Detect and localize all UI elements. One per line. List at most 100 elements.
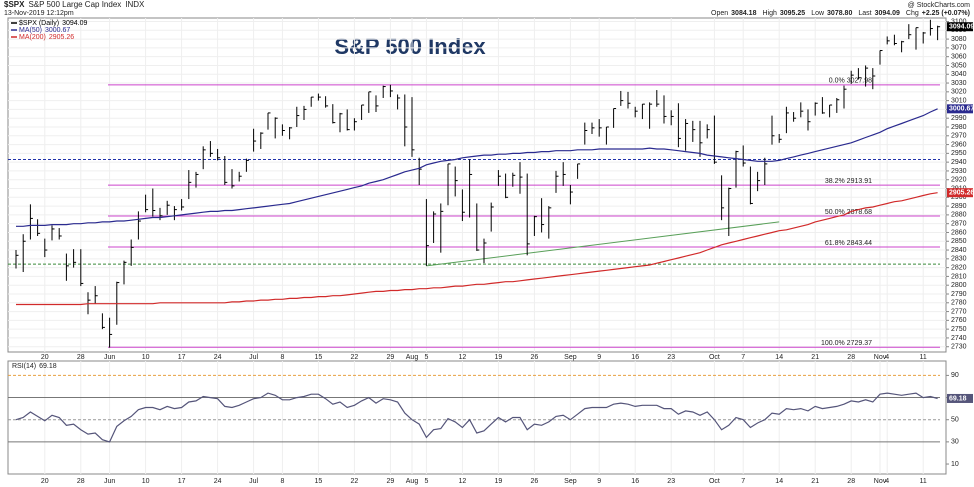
legend-name: MA(200) bbox=[19, 34, 46, 41]
x-tick-label: Sep bbox=[564, 478, 577, 485]
y-tick-label: 2870 bbox=[951, 221, 967, 228]
x-tick-label: 24 bbox=[214, 478, 222, 485]
line-series bbox=[16, 108, 938, 227]
rsi-panel bbox=[7, 360, 947, 475]
x-tick-label: 26 bbox=[531, 478, 539, 485]
x-tick-label: 12 bbox=[459, 478, 467, 485]
legend-name: MA(50) bbox=[19, 27, 42, 34]
y-tick-label: 3020 bbox=[951, 89, 967, 96]
last-value: 69.18 bbox=[949, 395, 967, 402]
line-series bbox=[15, 392, 938, 443]
legend-value: 3000.67 bbox=[45, 27, 70, 34]
legend-entry: MA(50) 3000.67 bbox=[19, 27, 70, 34]
x-tick-label: Oct bbox=[709, 354, 720, 361]
x-tick-label: 10 bbox=[142, 478, 150, 485]
y-tick-label: 2880 bbox=[951, 212, 967, 219]
x-tick-label: 17 bbox=[178, 354, 186, 361]
x-tick-label: 28 bbox=[77, 354, 85, 361]
y-tick-label: 2940 bbox=[951, 159, 967, 166]
last-value: 3000.67 bbox=[949, 106, 974, 113]
x-tick-label: 28 bbox=[847, 354, 855, 361]
y-tick-label: 30 bbox=[951, 439, 959, 446]
y-tick-label: 3100 bbox=[951, 18, 967, 25]
source: @ StockCharts.com bbox=[908, 2, 971, 9]
y-tick-label: 2990 bbox=[951, 115, 967, 122]
x-tick-label: Sep bbox=[564, 354, 577, 361]
y-tick-label: 2740 bbox=[951, 335, 967, 342]
y-tick-label: 2850 bbox=[951, 238, 967, 245]
y-tick-label: 2820 bbox=[951, 264, 967, 271]
x-tick-label: Aug bbox=[406, 478, 419, 485]
legend-value: 2905.26 bbox=[49, 34, 74, 41]
exchange: INDX bbox=[125, 0, 145, 9]
stat-label: Open bbox=[711, 10, 728, 17]
x-tick-label: Jul bbox=[249, 478, 258, 485]
y-tick-label: 3060 bbox=[951, 54, 967, 61]
x-tick-label: 20 bbox=[41, 478, 49, 485]
y-tick-label: 3080 bbox=[951, 36, 967, 43]
x-tick-label: 11 bbox=[920, 478, 927, 485]
y-tick-label: 2750 bbox=[951, 326, 967, 333]
y-tick-label: 2960 bbox=[951, 141, 967, 148]
x-tick-label: 5 bbox=[424, 478, 428, 485]
date: 13-Nov-2019 12:12pm bbox=[4, 10, 74, 17]
y-tick-label: 3030 bbox=[951, 80, 967, 87]
rsi-name: RSI(14) bbox=[12, 363, 36, 370]
y-tick-label: 2780 bbox=[951, 300, 967, 307]
y-tick-label: 2920 bbox=[951, 177, 967, 184]
last-value: 3094.09 bbox=[949, 24, 974, 31]
y-tick-label: 2790 bbox=[951, 291, 967, 298]
x-tick-label: 9 bbox=[597, 478, 601, 485]
x-tick-label: 29 bbox=[387, 478, 395, 485]
x-tick-label: 9 bbox=[597, 354, 601, 361]
y-tick-label: 2800 bbox=[951, 282, 967, 289]
x-tick-label: 21 bbox=[811, 354, 819, 361]
y-tick-label: 2840 bbox=[951, 247, 967, 254]
x-tick-label: 22 bbox=[351, 354, 359, 361]
x-tick-label: 19 bbox=[495, 478, 503, 485]
last-value-box bbox=[947, 393, 973, 403]
x-tick-label: 14 bbox=[775, 354, 783, 361]
x-tick-label: 19 bbox=[495, 354, 503, 361]
x-tick-label: Jul bbox=[249, 354, 258, 361]
legend-name: $SPX (Daily) bbox=[19, 20, 59, 27]
x-tick-label: 23 bbox=[667, 478, 675, 485]
stat-label: High bbox=[762, 10, 777, 17]
y-tick-label: 3070 bbox=[951, 45, 967, 52]
x-tick-label: 12 bbox=[459, 354, 467, 361]
header-line: $SPX S&P 500 Large Cap Index INDX bbox=[4, 0, 145, 9]
last-value-box bbox=[947, 188, 973, 198]
y-tick-label: 2810 bbox=[951, 273, 967, 280]
x-tick-label: 15 bbox=[315, 478, 323, 485]
y-tick-label: 2830 bbox=[951, 256, 967, 263]
x-tick-label: 5 bbox=[424, 354, 428, 361]
trendline bbox=[426, 221, 780, 267]
x-tick-label: Jun bbox=[104, 478, 115, 485]
rsi-label: RSI(14) 69.18 bbox=[12, 363, 57, 370]
x-tick-label: Nov bbox=[874, 478, 887, 485]
x-tick-label: 21 bbox=[811, 478, 819, 485]
x-tick-label: 28 bbox=[77, 478, 85, 485]
y-tick-label: 50 bbox=[951, 417, 959, 424]
y-tick-label: 3040 bbox=[951, 71, 967, 78]
stat-value: 3094.09 bbox=[875, 10, 900, 17]
symbol: $SPX bbox=[4, 0, 25, 9]
y-tick-label: 3010 bbox=[951, 97, 967, 104]
y-tick-label: 2760 bbox=[951, 317, 967, 324]
y-tick-label: 3050 bbox=[951, 62, 967, 69]
x-tick-label: 4 bbox=[885, 354, 889, 361]
y-tick-label: 2970 bbox=[951, 133, 967, 140]
x-tick-label: 20 bbox=[41, 354, 49, 361]
x-tick-label: Nov bbox=[874, 354, 887, 361]
legend-entry: $SPX (Daily) 3094.09 bbox=[19, 20, 87, 27]
x-tick-label: 11 bbox=[920, 354, 927, 361]
stat-value: 3078.80 bbox=[827, 10, 852, 17]
legend-entry: MA(200) 2905.26 bbox=[19, 34, 74, 41]
x-tick-label: 7 bbox=[741, 478, 745, 485]
y-tick-label: 2930 bbox=[951, 168, 967, 175]
y-tick-label: 2770 bbox=[951, 308, 967, 315]
stats: Open 3084.18 High 3095.25 Low 3078.80 Last 3094… bbox=[711, 10, 970, 17]
level-label: 0.0% 3027.98 bbox=[829, 78, 872, 85]
stat-label: Chg bbox=[906, 10, 919, 17]
